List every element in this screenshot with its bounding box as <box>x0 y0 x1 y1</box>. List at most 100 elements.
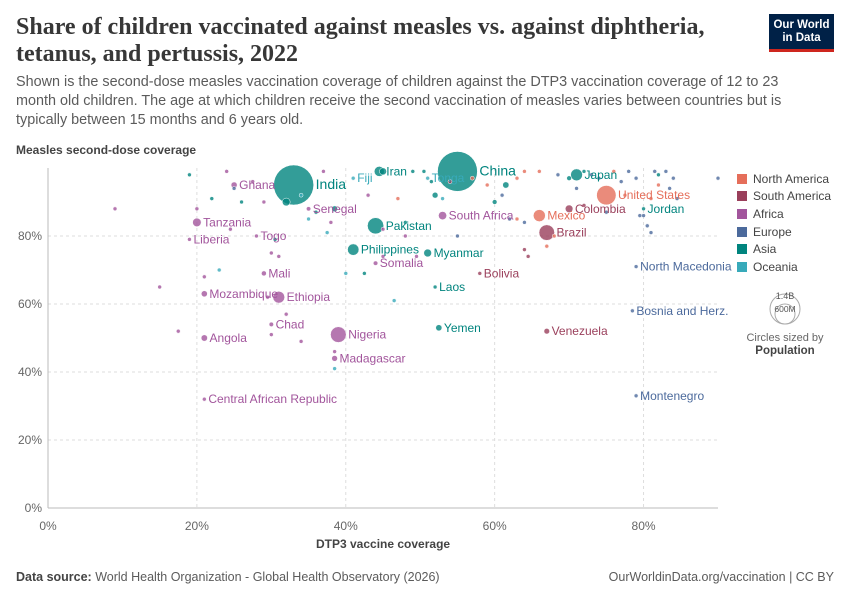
point-label: Fiji <box>357 171 372 185</box>
data-point <box>437 151 478 192</box>
legend-item[interactable]: South America <box>737 188 831 206</box>
data-point <box>272 291 285 304</box>
data-point <box>380 226 386 232</box>
data-point <box>343 271 349 276</box>
data-point <box>254 233 259 239</box>
legend-label: Europe <box>753 224 792 239</box>
point-label: Mexico <box>547 209 585 223</box>
point-label: Senegal <box>313 202 357 216</box>
y-tick-label: 60% <box>18 297 42 311</box>
y-tick-label: 0% <box>25 501 43 515</box>
legend-swatch <box>737 173 747 184</box>
size-legend-caption: Circles sized by <box>746 332 824 344</box>
data-point <box>618 179 624 184</box>
data-point <box>265 294 270 300</box>
data-point <box>365 192 371 198</box>
data-point <box>611 169 617 174</box>
x-axis-title: DTP3 vaccine coverage <box>316 537 451 551</box>
size-legend-caption-bold: Population <box>755 345 815 357</box>
data-point <box>187 237 192 242</box>
legend-label: Oceania <box>753 259 798 274</box>
data-point <box>537 169 542 174</box>
point-label: South Africa <box>449 209 514 223</box>
data-point <box>192 217 202 227</box>
data-point <box>403 233 408 239</box>
point-label: Mozambique <box>209 287 278 301</box>
data-point <box>544 243 550 249</box>
data-point <box>202 274 207 280</box>
data-point <box>438 211 447 220</box>
legend-item[interactable]: North America <box>737 170 831 188</box>
data-point <box>228 226 233 232</box>
data-point <box>331 205 338 212</box>
data-point <box>269 250 274 256</box>
data-point <box>574 186 579 191</box>
region-legend: North America South America Africa Europe As… <box>737 170 831 276</box>
legend-item[interactable]: Oceania <box>737 258 831 276</box>
legend-swatch <box>737 191 747 202</box>
point-label: Madagascar <box>340 351 406 365</box>
data-point <box>423 248 432 258</box>
data-point <box>306 216 311 222</box>
data-point <box>656 182 661 188</box>
point-label: Montenegro <box>640 389 704 403</box>
legend-swatch <box>737 226 747 237</box>
data-point <box>231 186 237 191</box>
data-point <box>421 169 427 174</box>
point-label: Myanmar <box>434 246 484 260</box>
data-point <box>324 230 330 235</box>
source-text: World Health Organization - Global Healt… <box>95 570 440 584</box>
legend-label: Asia <box>753 242 777 257</box>
data-point <box>604 209 609 215</box>
data-point <box>633 175 639 181</box>
data-point <box>298 339 304 344</box>
data-point <box>648 196 654 201</box>
point-label: Yemen <box>444 321 481 335</box>
point-label: Angola <box>210 331 248 345</box>
data-point <box>410 169 416 174</box>
legend-label: South America <box>753 189 832 204</box>
data-point <box>350 175 356 181</box>
data-point <box>551 233 557 239</box>
point-label: Brazil <box>557 226 587 240</box>
point-label: Venezuela <box>552 324 608 338</box>
legend-item[interactable]: Europe <box>737 223 831 241</box>
legend-swatch <box>737 244 747 255</box>
data-point <box>250 179 255 184</box>
data-point <box>484 182 490 188</box>
data-point <box>581 203 587 208</box>
owid-logo[interactable]: Our World in Data <box>769 14 834 52</box>
data-point <box>261 199 267 205</box>
chart-title: Share of children vaccinated against mea… <box>16 14 705 67</box>
x-tick-label: 20% <box>185 519 209 533</box>
logo-line-2: in Data <box>782 32 821 44</box>
footer-url[interactable]: OurWorldinData.org/vaccination | CC BY <box>608 570 834 584</box>
point-label: Jordan <box>648 202 685 216</box>
data-point <box>328 220 334 225</box>
legend-item[interactable]: Africa <box>737 205 831 223</box>
data-point <box>533 209 546 222</box>
point-label: Togo <box>260 229 286 243</box>
legend-item[interactable]: Asia <box>737 240 831 258</box>
legend-swatch <box>737 261 747 272</box>
data-point <box>194 206 200 212</box>
data-point <box>425 175 430 181</box>
data-point <box>268 321 274 327</box>
data-point <box>589 172 594 178</box>
data-point <box>391 298 397 303</box>
y-tick-label: 80% <box>18 229 42 243</box>
data-point <box>112 206 118 212</box>
point-label: Colombia <box>575 202 626 216</box>
data-point <box>477 271 483 276</box>
data-point <box>492 199 498 205</box>
data-point <box>321 169 326 174</box>
data-point <box>367 217 384 235</box>
source-label: Data source: <box>16 570 92 584</box>
data-point <box>403 220 408 225</box>
data-point <box>347 243 360 256</box>
y-axis-title: Measles second-dose coverage <box>16 143 197 157</box>
data-point <box>674 196 680 201</box>
data-point <box>332 366 337 371</box>
data-point <box>200 334 208 342</box>
data-point <box>522 220 527 225</box>
